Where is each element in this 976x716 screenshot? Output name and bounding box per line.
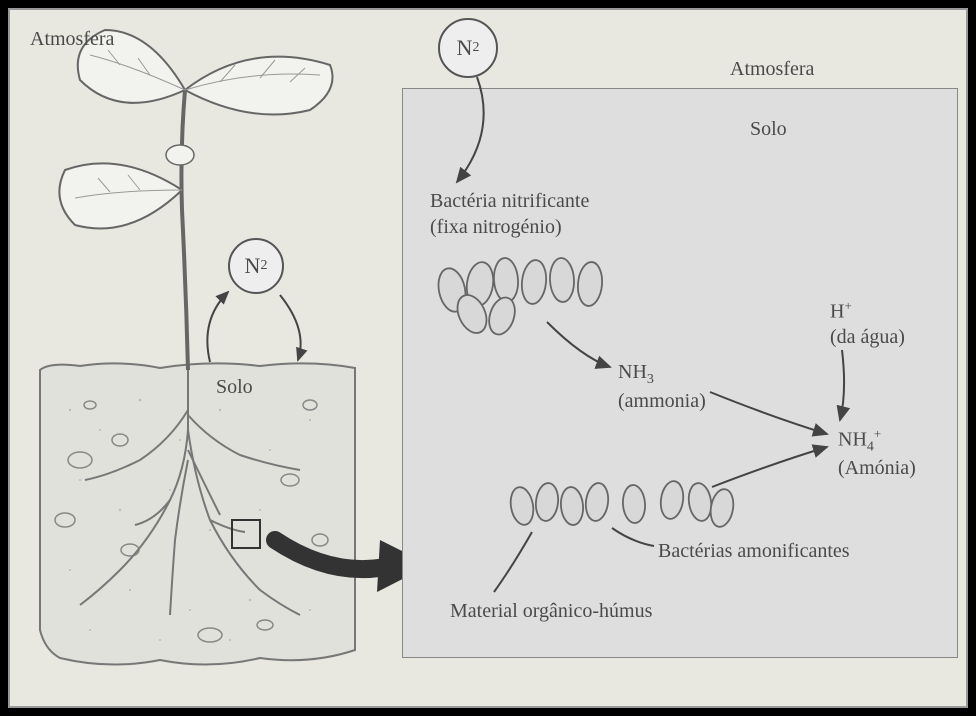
diagram-frame: Atmosfera N2 Solo N2 Atmosfera Solo Bact… [8,8,968,708]
solo-label-left: Solo [216,376,253,399]
bacteria-cluster-bottom [508,480,736,529]
n2-circle-left: N2 [228,238,284,294]
bacteria-cluster-top [435,257,604,338]
detail-illustration [402,22,962,662]
atmosfera-label-left: Atmosfera [30,28,114,51]
